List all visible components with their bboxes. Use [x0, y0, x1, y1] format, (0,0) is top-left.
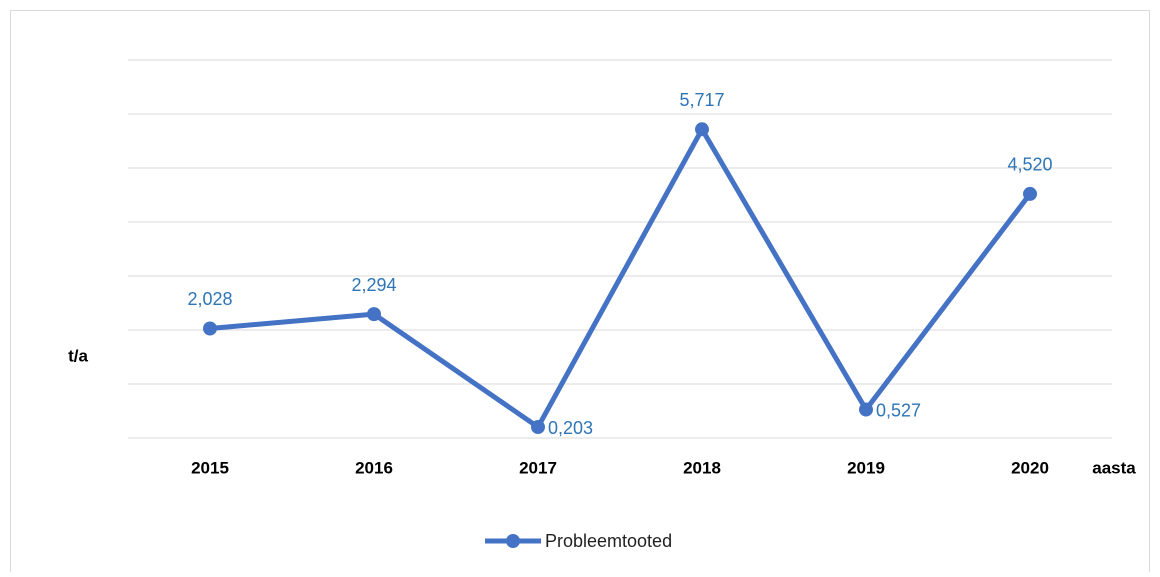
- legend-label: Probleemtooted: [545, 531, 672, 551]
- data-label: 2,028: [187, 289, 232, 309]
- chart-border: [10, 10, 1150, 577]
- x-axis-label: aasta: [1092, 458, 1136, 477]
- data-point: [695, 122, 709, 137]
- data-point: [1023, 186, 1037, 201]
- data-label: 0,203: [548, 418, 593, 438]
- x-tick-label: 2017: [519, 458, 557, 477]
- data-label: 4,520: [1007, 155, 1052, 175]
- data-point: [203, 321, 217, 336]
- data-label: 2,294: [351, 275, 396, 295]
- data-label: 0,527: [876, 400, 921, 420]
- x-tick-label: 2018: [683, 458, 721, 477]
- data-point: [859, 402, 873, 417]
- x-tick-label: 2019: [847, 458, 885, 477]
- x-tick-label: 2015: [191, 458, 229, 477]
- y-axis-label: t/a: [68, 346, 88, 365]
- series-line: [209, 126, 1032, 430]
- x-tick-label: 2016: [355, 458, 393, 477]
- x-tick-label: 2020: [1011, 458, 1049, 477]
- legend-marker: [506, 534, 520, 548]
- data-point: [531, 420, 545, 435]
- data-label: 5,717: [679, 90, 724, 110]
- data-point: [367, 307, 381, 322]
